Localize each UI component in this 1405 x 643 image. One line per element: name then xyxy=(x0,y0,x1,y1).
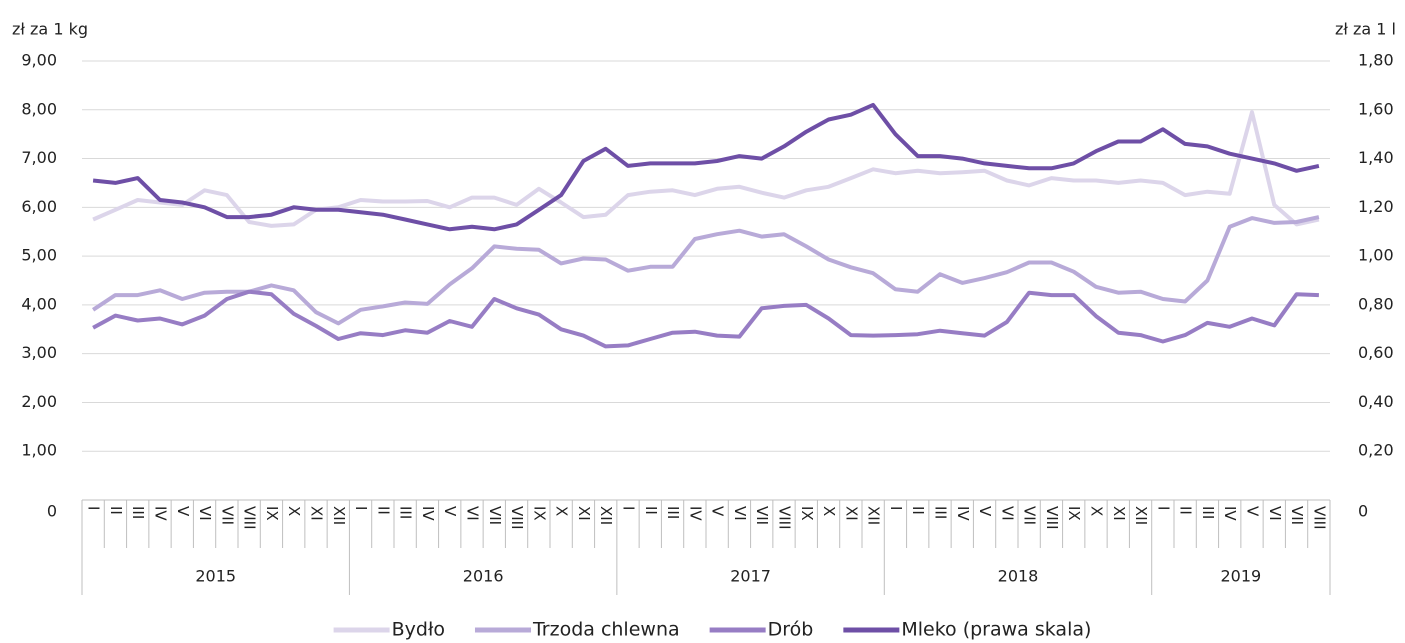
x-tick-label: IV xyxy=(954,506,972,521)
x-tick-label: X xyxy=(553,506,571,516)
x-tick-label: VII xyxy=(1288,506,1306,525)
y2-axis-label: zł za 1 l xyxy=(1335,20,1396,39)
y-tick-label: 6,00 xyxy=(21,197,57,216)
x-tick-label: IV xyxy=(152,506,170,521)
x-tick-label: I xyxy=(352,506,370,510)
x-tick-label: III xyxy=(1199,506,1217,519)
y2-tick-label: 1,40 xyxy=(1358,148,1394,167)
y-tick-label: 3,00 xyxy=(21,343,57,362)
x-tick-label: III xyxy=(932,506,950,519)
x-tick-label: VII xyxy=(486,506,504,525)
legend-label: Drób xyxy=(768,619,814,641)
y-tick-label: 1,00 xyxy=(21,441,57,460)
x-group-label: 2017 xyxy=(730,567,771,586)
y2-tick-label: 0,60 xyxy=(1358,343,1394,362)
x-tick-label: X xyxy=(285,506,303,516)
x-tick-label: XI xyxy=(308,506,326,521)
y2-tick-label: 0,40 xyxy=(1358,392,1394,411)
y2-tick-label: 0,80 xyxy=(1358,294,1394,313)
y-tick-label: 9,00 xyxy=(21,51,57,70)
x-group-label: 2016 xyxy=(463,567,504,586)
y-tick-label: 7,00 xyxy=(21,148,57,167)
x-tick-label: III xyxy=(397,506,415,519)
y2-tick-label: 1,20 xyxy=(1358,197,1394,216)
x-tick-label: III xyxy=(129,506,147,519)
x-tick-label: VII xyxy=(218,506,236,525)
y-tick-label: 4,00 xyxy=(21,294,57,313)
x-tick-label: VI xyxy=(196,506,214,521)
y-tick-label: 8,00 xyxy=(21,99,57,118)
x-tick-label: II xyxy=(1177,506,1195,515)
series-line xyxy=(91,215,1320,326)
x-tick-label: IV xyxy=(686,506,704,521)
x-group-label: 2019 xyxy=(1220,567,1261,586)
x-tick-label: VII xyxy=(1021,506,1039,525)
series-line xyxy=(92,110,1320,228)
x-tick-label: XII xyxy=(865,506,883,525)
x-tick-label: II xyxy=(642,506,660,515)
y-axis-label: zł za 1 kg xyxy=(12,20,88,39)
x-tick-label: VII xyxy=(753,506,771,525)
x-tick-label: VI xyxy=(998,506,1016,521)
x-tick-label: V xyxy=(1244,506,1262,517)
legend-label: Bydło xyxy=(392,619,445,641)
x-tick-label: VIII xyxy=(508,506,526,530)
x-tick-label: V xyxy=(709,506,727,517)
y-tick-label: 0 xyxy=(47,502,57,521)
x-tick-label: VI xyxy=(731,506,749,521)
x-tick-label: V xyxy=(174,506,192,517)
x-tick-label: XI xyxy=(575,506,593,521)
x-tick-label: I xyxy=(620,506,638,510)
x-tick-label: I xyxy=(1154,506,1172,510)
x-tick-label: IX xyxy=(1065,506,1083,521)
x-tick-label: II xyxy=(107,506,125,515)
y2-tick-label: 0,20 xyxy=(1358,441,1394,460)
y2-tick-label: 0 xyxy=(1358,502,1368,521)
y-tick-label: 5,00 xyxy=(21,246,57,265)
legend: Bydło Trzoda chlewna Drób Mleko (prawa skal… xyxy=(333,619,1091,641)
y2-tick-label: 1,00 xyxy=(1358,246,1394,265)
x-tick-label: VIII xyxy=(241,506,259,530)
x-tick-label: I xyxy=(887,506,905,510)
x-tick-label: VIII xyxy=(776,506,794,530)
x-tick-label: VI xyxy=(464,506,482,521)
y2-tick-label: 1,60 xyxy=(1358,99,1394,118)
legend-label: Mleko (prawa skala) xyxy=(901,619,1091,641)
x-tick-label: XII xyxy=(1132,506,1150,525)
x-tick-label: VIII xyxy=(1310,506,1328,530)
series-line xyxy=(92,289,1319,349)
x-tick-label: VI xyxy=(1266,506,1284,521)
x-tick-label: I xyxy=(85,506,103,510)
x-tick-label: XII xyxy=(597,506,615,525)
x-tick-label: IV xyxy=(1221,506,1239,521)
x-tick-label: III xyxy=(664,506,682,519)
x-tick-label: VIII xyxy=(1043,506,1061,530)
x-tick-label: XI xyxy=(1110,506,1128,521)
x-tick-label: IV xyxy=(419,506,437,521)
x-tick-label: IX xyxy=(530,506,548,521)
series-line xyxy=(92,102,1320,232)
y2-tick-label: 1,80 xyxy=(1358,51,1394,70)
x-tick-label: IX xyxy=(798,506,816,521)
x-tick-label: X xyxy=(820,506,838,516)
y-tick-label: 2,00 xyxy=(21,392,57,411)
x-tick-label: XII xyxy=(330,506,348,525)
x-tick-label: II xyxy=(374,506,392,515)
x-group-label: 2015 xyxy=(195,567,236,586)
x-tick-label: II xyxy=(909,506,927,515)
x-tick-label: X xyxy=(1088,506,1106,516)
x-group-label: 2018 xyxy=(998,567,1039,586)
x-tick-label: V xyxy=(441,506,459,517)
legend-label: Trzoda chlewna xyxy=(532,619,680,641)
x-tick-label: V xyxy=(976,506,994,517)
x-tick-label: IX xyxy=(263,506,281,521)
x-tick-label: XI xyxy=(842,506,860,521)
